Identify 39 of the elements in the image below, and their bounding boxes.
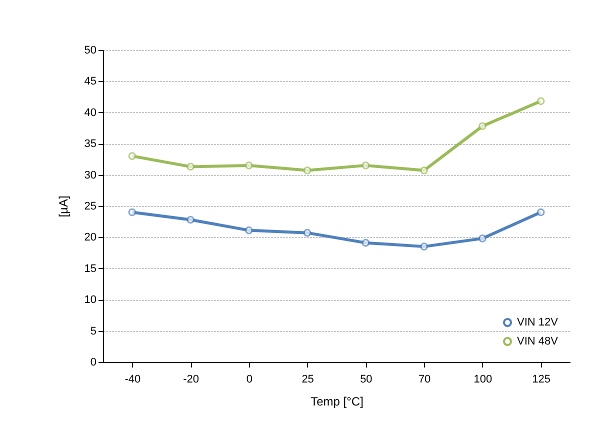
x-tick-label: -20 xyxy=(183,374,200,386)
legend-label: VIN 12V xyxy=(517,316,559,328)
legend-label: VIN 48V xyxy=(517,336,559,348)
point xyxy=(186,162,194,171)
y-tick-label: 50 xyxy=(84,44,96,56)
y-tick-label: 5 xyxy=(90,325,96,338)
point xyxy=(536,208,545,216)
x-axis-title: Temp [°C] xyxy=(310,394,364,408)
y-tick-label: 45 xyxy=(84,76,96,88)
point xyxy=(536,97,545,106)
x-tick-label: 0 xyxy=(246,374,252,386)
point xyxy=(420,166,428,174)
y-tick-label: 35 xyxy=(84,138,96,150)
x-tick-label: 50 xyxy=(360,374,372,386)
x-tick-label: 100 xyxy=(474,374,492,386)
y-axis-title: [µA] xyxy=(56,196,70,218)
x-tick-label: 25 xyxy=(302,374,314,386)
point xyxy=(420,242,428,250)
y-tick-label: 30 xyxy=(84,169,96,182)
y-tick-label: 25 xyxy=(84,200,96,212)
y-tick-label: 0 xyxy=(90,356,96,368)
point xyxy=(245,162,253,170)
point xyxy=(128,208,136,216)
point xyxy=(478,234,486,242)
x-tick-label: -40 xyxy=(124,374,141,386)
point xyxy=(186,216,194,224)
y-tick-label: 10 xyxy=(84,294,96,306)
y-tick-label: 40 xyxy=(84,106,96,119)
x-tick-label: 125 xyxy=(532,374,550,386)
y-tick-label: 15 xyxy=(84,262,96,275)
point xyxy=(245,226,253,234)
point xyxy=(128,152,136,160)
point xyxy=(303,166,312,174)
point xyxy=(362,238,370,247)
x-tick-label: 70 xyxy=(418,374,431,386)
y-tick-label: 20 xyxy=(84,232,96,244)
point xyxy=(303,228,312,237)
point xyxy=(478,122,486,130)
point xyxy=(362,162,370,170)
